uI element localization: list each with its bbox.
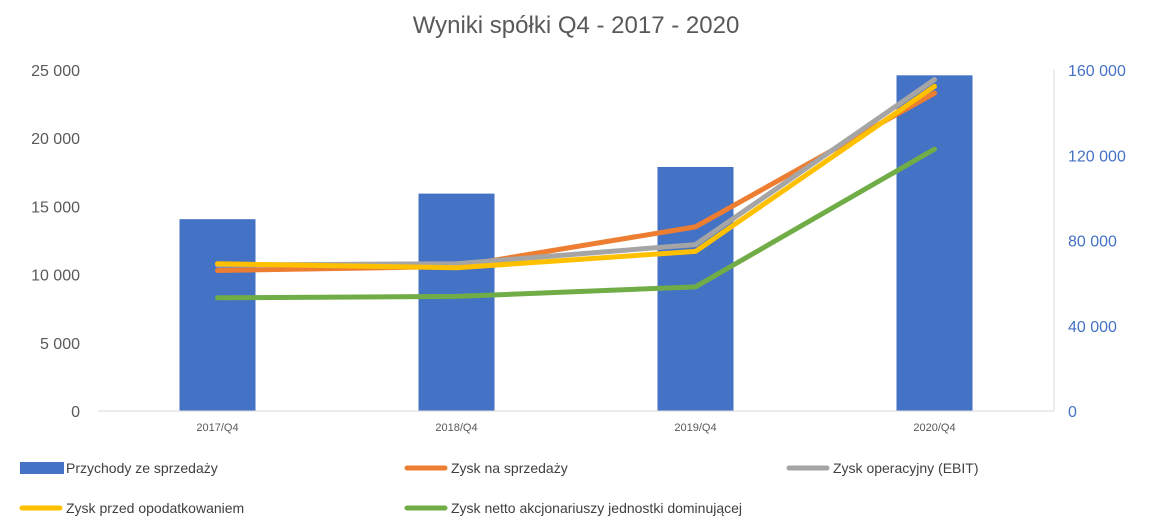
- y-left-tick-label: 20 000: [31, 131, 80, 148]
- x-axis-ticks: 2017/Q4 2018/Q4 2019/Q4 2020/Q4: [196, 422, 955, 434]
- y-left-tick-label: 0: [71, 404, 80, 421]
- legend: Przychody ze sprzedaży Zysk na sprzedaży Z…: [19, 460, 978, 516]
- bar-series: [179, 75, 973, 411]
- y-right-tick-label: 160 000: [1068, 63, 1126, 80]
- legend-label: Zysk na sprzedaży: [451, 460, 568, 476]
- legend-item: Zysk przed opodatkowaniem: [19, 500, 244, 516]
- bar: [418, 193, 495, 411]
- y-left-tick-label: 5 000: [40, 336, 80, 353]
- legend-item: Przychody ze sprzedaży: [20, 460, 218, 476]
- y-left-tick-label: 15 000: [31, 199, 80, 216]
- y-right-tick-label: 0: [1068, 404, 1077, 421]
- x-tick-label: 2017/Q4: [196, 422, 238, 434]
- legend-item: Zysk na sprzedaży: [404, 460, 568, 476]
- legend-swatch: [20, 462, 64, 474]
- y-right-tick-label: 120 000: [1068, 148, 1126, 165]
- line-series: [215, 146, 937, 301]
- line-series: [215, 83, 937, 271]
- bar: [896, 75, 973, 411]
- x-tick-label: 2019/Q4: [674, 422, 716, 434]
- legend-item: Zysk operacyjny (EBIT): [786, 460, 978, 476]
- legend-item: Zysk netto akcjonariuszy jednostki domin…: [404, 500, 742, 516]
- legend-label: Zysk netto akcjonariuszy jednostki domin…: [451, 500, 742, 516]
- left-axis: 0 5 000 10 000 15 000 20 000 25 000: [31, 63, 80, 421]
- y-right-tick-label: 80 000: [1068, 234, 1117, 251]
- x-tick-label: 2018/Q4: [435, 422, 477, 434]
- y-left-tick-label: 25 000: [31, 63, 80, 80]
- chart-title: Wyniki spółki Q4 - 2017 - 2020: [413, 12, 740, 39]
- legend-label: Przychody ze sprzedaży: [66, 460, 218, 476]
- right-axis: 0 40 000 80 000 120 000 160 000: [1053, 63, 1126, 421]
- y-right-tick-label: 40 000: [1068, 319, 1117, 336]
- line-series: [215, 77, 937, 268]
- legend-label: Zysk operacyjny (EBIT): [833, 460, 978, 476]
- line-series-group: [215, 77, 937, 301]
- x-tick-label: 2020/Q4: [913, 422, 955, 434]
- bar: [179, 219, 256, 411]
- legend-label: Zysk przed opodatkowaniem: [66, 500, 244, 516]
- line-series: [215, 90, 937, 274]
- y-left-tick-label: 10 000: [31, 268, 80, 285]
